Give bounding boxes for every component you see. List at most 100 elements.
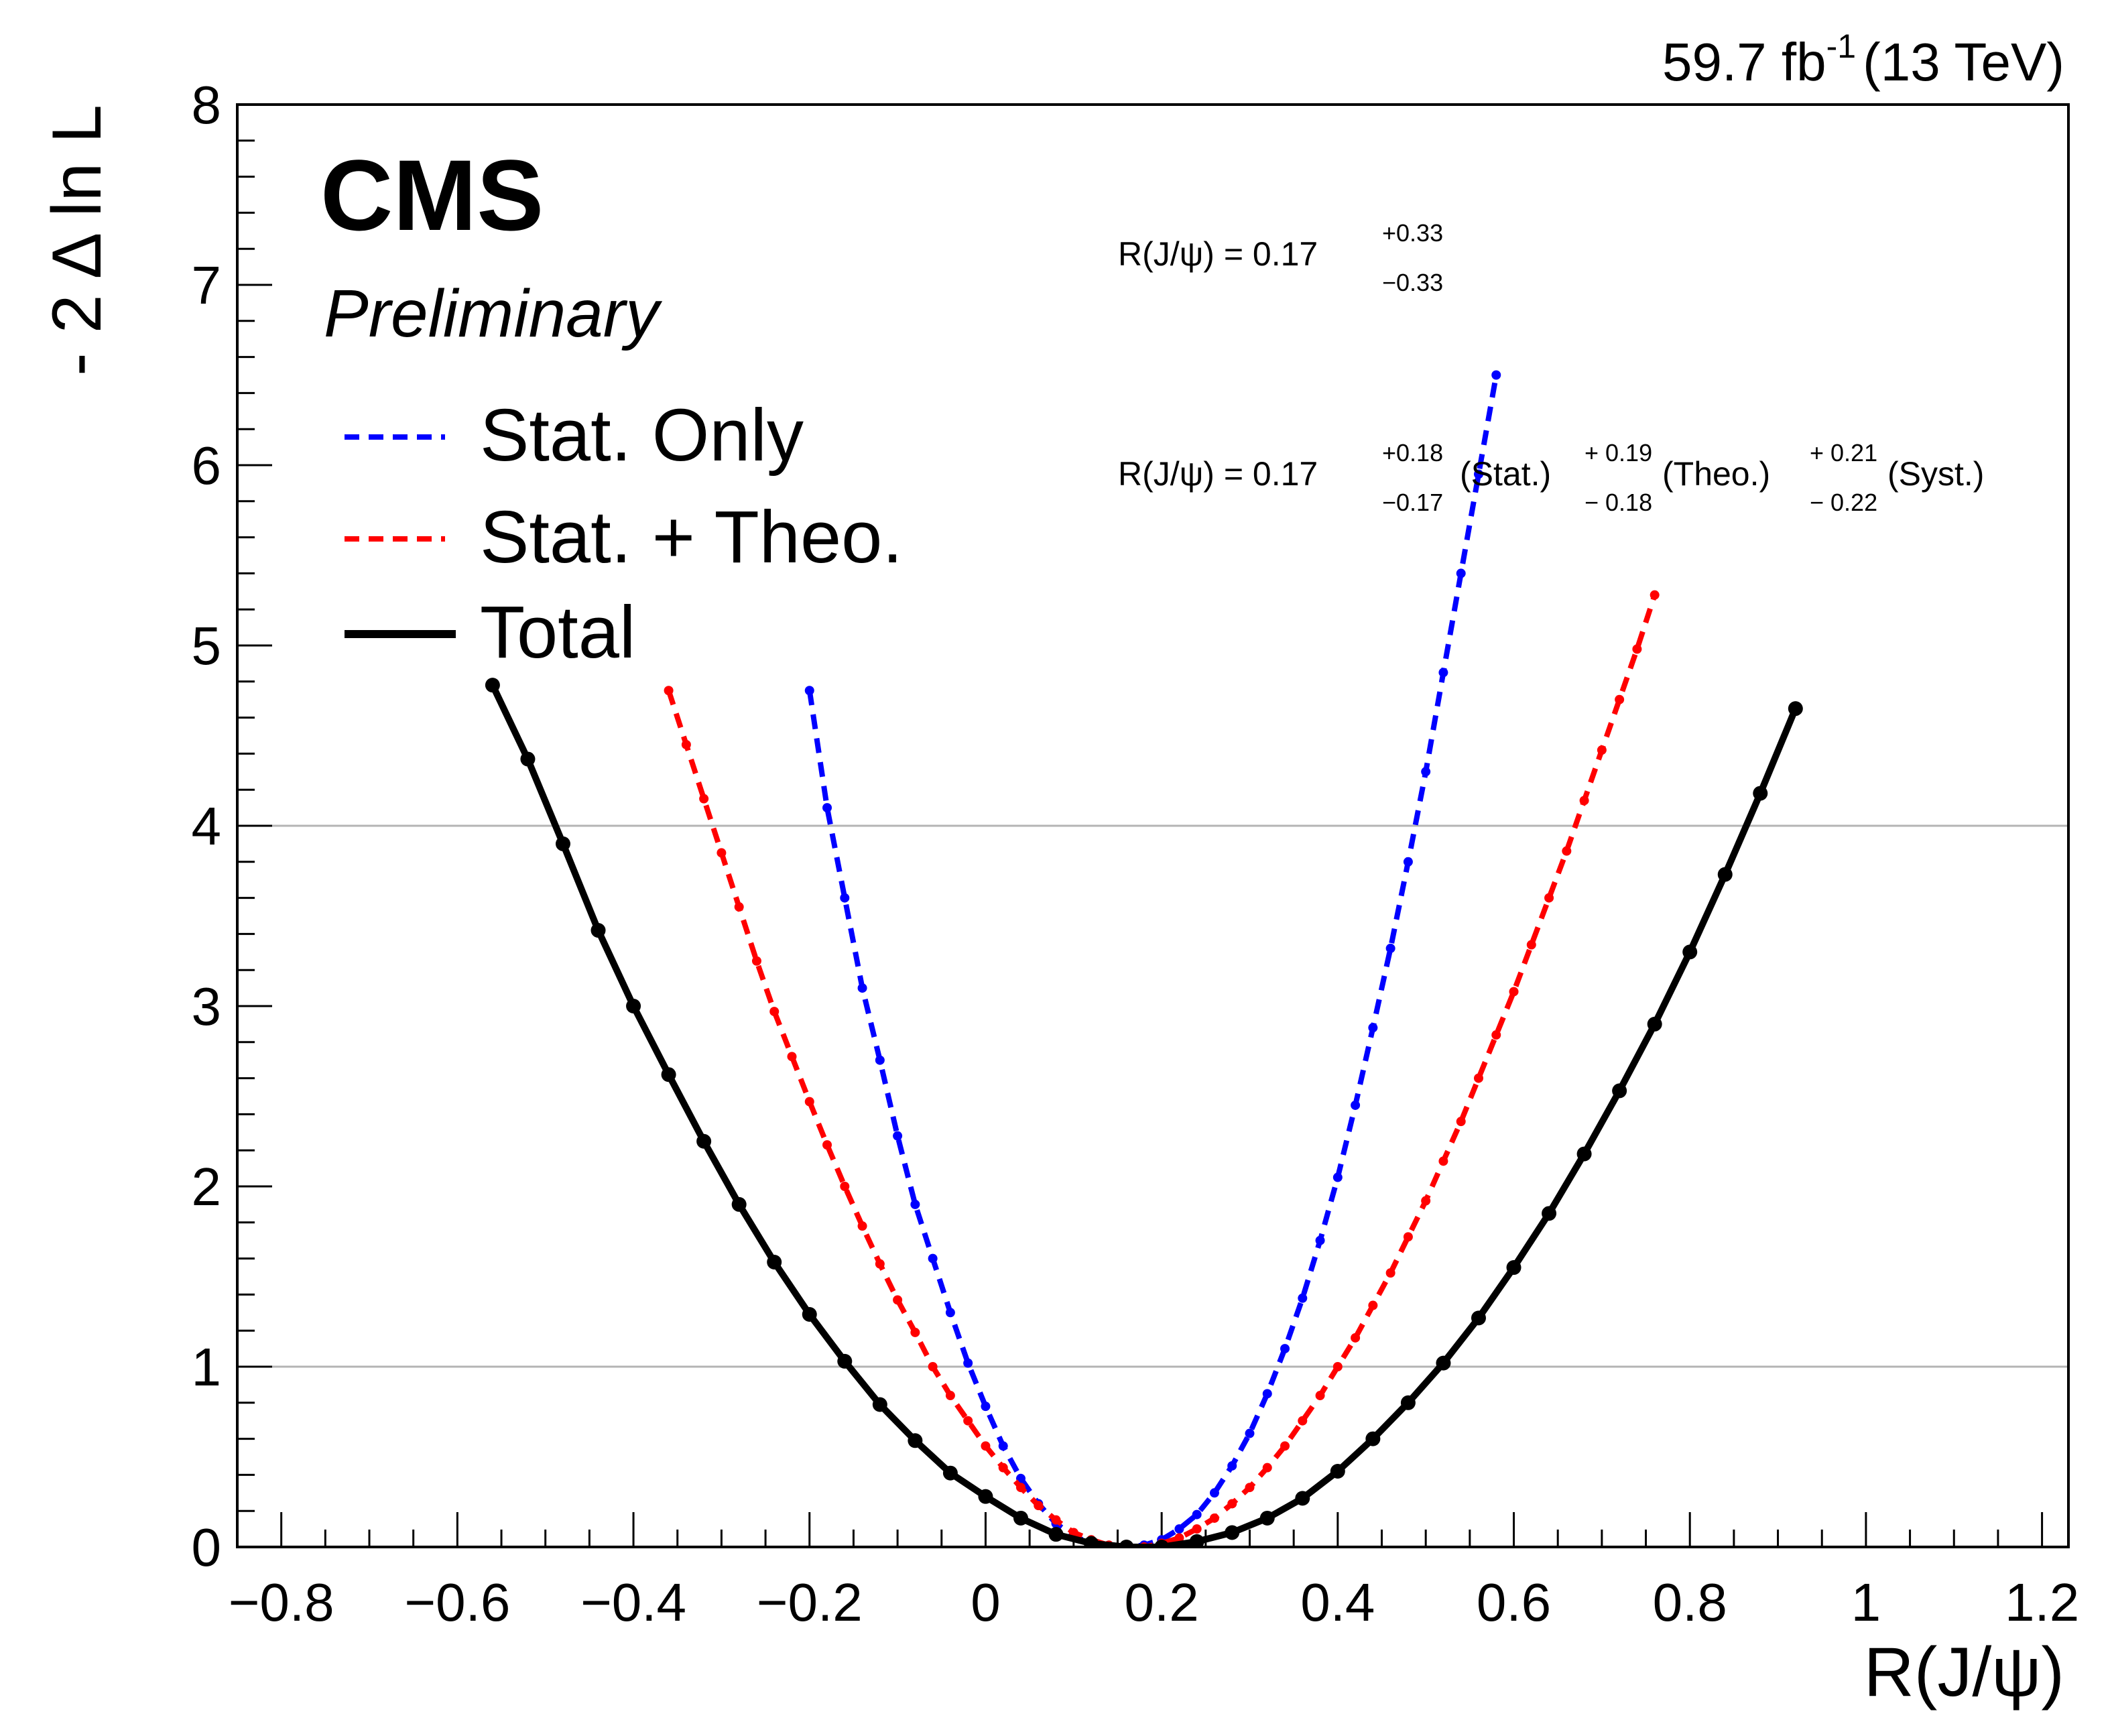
point-stat-only [840, 893, 850, 903]
point-total [1788, 701, 1803, 717]
x-tick-label: 0 [971, 1572, 1001, 1632]
point-stat-theo [699, 794, 709, 804]
point-stat-theo [1385, 1268, 1395, 1278]
point-stat-theo [1227, 1499, 1237, 1509]
point-total [520, 751, 536, 767]
theo-label: (Theo.) [1662, 455, 1770, 493]
point-stat-theo [1332, 1362, 1343, 1371]
total-result-minus: −0.33 [1382, 269, 1443, 296]
point-stat-only [1368, 1023, 1378, 1033]
point-total [1506, 1260, 1521, 1276]
point-stat-theo [875, 1259, 885, 1269]
point-stat-theo [840, 1182, 850, 1191]
point-stat-theo [1650, 590, 1660, 600]
cms-logo: CMS [320, 139, 544, 251]
point-total [1189, 1534, 1204, 1547]
point-stat-only [1385, 943, 1395, 953]
point-stat-only [981, 1402, 991, 1412]
point-stat-theo [1579, 796, 1589, 806]
point-stat-theo [751, 956, 761, 966]
point-stat-only [822, 803, 832, 813]
point-stat-theo [681, 739, 691, 749]
point-total [1119, 1540, 1134, 1547]
axis-ticks [236, 103, 2044, 1548]
point-total [1576, 1146, 1592, 1162]
point-total [1436, 1355, 1451, 1371]
x-tick-label: 1 [1851, 1572, 1881, 1632]
point-stat-theo [1351, 1332, 1361, 1343]
x-tick-label: −0.2 [757, 1572, 863, 1632]
point-stat-only [893, 1131, 903, 1141]
point-total [591, 923, 606, 938]
point-total [485, 678, 500, 693]
point-stat-theo [1421, 1196, 1431, 1206]
y-tick-label: 6 [192, 436, 222, 495]
point-total [908, 1433, 923, 1448]
point-stat-theo [1509, 987, 1519, 997]
point-stat-theo [1192, 1524, 1202, 1534]
x-tick-label: −0.4 [580, 1572, 686, 1632]
point-total [1717, 867, 1733, 882]
legend-label-stat-theo: Stat. + Theo. [480, 496, 903, 578]
theo-minus: − 0.18 [1585, 489, 1652, 516]
point-stat-theo [1491, 1030, 1501, 1040]
x-tick-label: 1.2 [2005, 1572, 2079, 1632]
point-stat-theo [804, 1097, 814, 1107]
legend: Stat. Only Stat. + Theo. Total [345, 394, 903, 674]
point-stat-theo [1526, 940, 1536, 950]
point-total [1154, 1540, 1170, 1547]
point-total [802, 1306, 817, 1322]
y-tick-label: 7 [192, 255, 222, 315]
legend-label-stat-only: Stat. Only [480, 394, 804, 477]
x-tick-label: 0.4 [1300, 1572, 1375, 1632]
y-tick-label: 1 [192, 1337, 222, 1397]
reference-lines [237, 824, 2068, 1368]
point-stat-only [1227, 1461, 1237, 1471]
point-stat-theo [981, 1441, 991, 1451]
point-total [1259, 1510, 1275, 1526]
total-result-plus: +0.33 [1382, 219, 1443, 247]
point-stat-theo [1473, 1073, 1483, 1083]
point-stat-only [1421, 767, 1431, 777]
point-stat-theo [1051, 1515, 1061, 1525]
point-stat-theo [769, 1007, 780, 1017]
point-stat-theo [928, 1362, 938, 1371]
point-stat-theo [1632, 644, 1642, 654]
point-stat-only [928, 1253, 938, 1263]
x-tick-label: −0.8 [229, 1572, 334, 1632]
x-tick-label: 0.6 [1477, 1572, 1551, 1632]
point-stat-theo [945, 1391, 955, 1401]
point-stat-theo [963, 1416, 973, 1426]
point-stat-only [910, 1199, 920, 1209]
point-total [872, 1397, 887, 1412]
point-total [767, 1254, 782, 1269]
point-stat-theo [998, 1463, 1008, 1473]
stat-minus: −0.17 [1382, 489, 1443, 516]
y-tick-label: 2 [192, 1157, 222, 1217]
point-total [1471, 1310, 1486, 1326]
point-stat-only [1351, 1100, 1361, 1110]
point-total [1682, 944, 1698, 960]
point-stat-only [1456, 568, 1466, 578]
point-total [1225, 1525, 1240, 1540]
syst-minus: − 0.22 [1810, 489, 1877, 516]
point-stat-only [1491, 370, 1501, 380]
point-stat-only [1473, 469, 1483, 479]
point-total [1612, 1083, 1627, 1099]
curve-total [489, 684, 1799, 1547]
point-stat-theo [664, 686, 674, 696]
point-total [837, 1353, 853, 1369]
y-tick-label: 8 [192, 75, 222, 135]
point-total [555, 836, 570, 851]
point-stat-theo [1615, 694, 1625, 704]
legend-label-total: Total [480, 591, 635, 674]
point-stat-theo [1262, 1463, 1272, 1473]
x-tick-label: −0.6 [404, 1572, 510, 1632]
y-tick-label: 0 [192, 1517, 222, 1577]
point-total [1013, 1510, 1028, 1526]
point-stat-only [804, 686, 814, 696]
stat-label: (Stat.) [1460, 455, 1551, 493]
point-stat-theo [1562, 846, 1572, 856]
point-stat-only [1245, 1428, 1255, 1438]
